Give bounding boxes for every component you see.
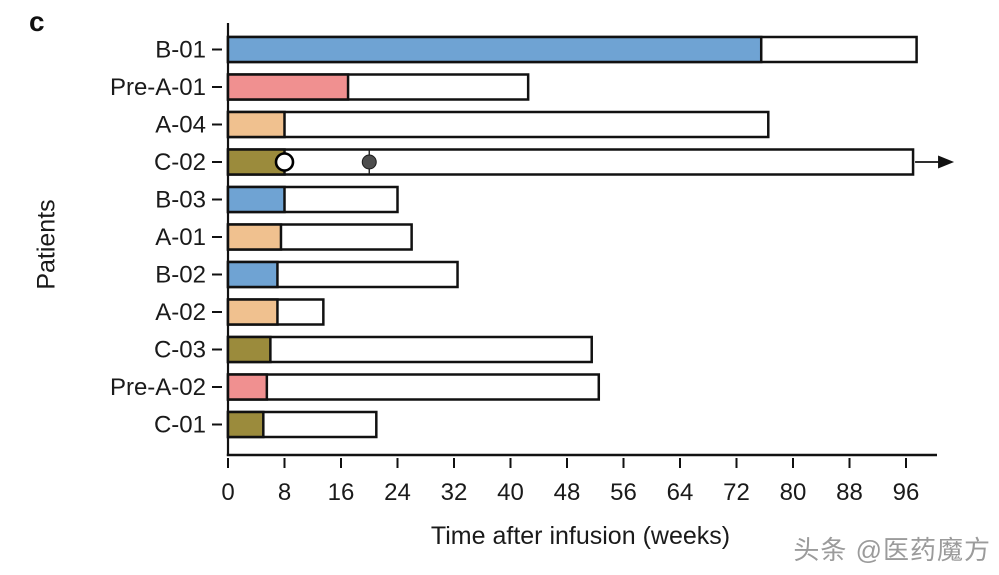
x-tick-label-72: 72 (723, 479, 750, 506)
patient-label-A-04: A-04 (155, 112, 206, 139)
bar-segment-Pre-A-02 (226, 373, 269, 401)
x-tick-label-40: 40 (497, 479, 524, 506)
x-tick-label-96: 96 (893, 479, 920, 506)
x-axis-title: Time after infusion (weeks) (430, 522, 731, 550)
x-tick-label-0: 0 (221, 479, 234, 506)
ongoing-arrow-head-C-02 (938, 155, 955, 169)
bar-total-A-04 (226, 110, 770, 139)
bar-segment-C-03 (226, 335, 272, 364)
bar-segment-B-01 (226, 35, 763, 64)
bar-segment-A-04 (226, 110, 286, 139)
patient-label-Pre-A-02: Pre-A-02 (110, 374, 206, 401)
x-tick-label-48: 48 (554, 479, 581, 506)
patient-label-C-02: C-02 (154, 149, 206, 176)
x-tick-label-64: 64 (667, 479, 694, 506)
bar-segment-C-01 (226, 410, 265, 439)
x-tick-label-80: 80 (780, 479, 807, 506)
open-circle-marker (274, 152, 295, 172)
x-tick-label-88: 88 (836, 479, 863, 506)
patient-label-C-03: C-03 (154, 337, 206, 364)
x-tick-label-8: 8 (278, 479, 291, 506)
bar-total-Pre-A-02 (226, 373, 601, 401)
filled-circle-marker (361, 154, 377, 170)
patient-label-A-02: A-02 (155, 299, 206, 326)
panel-label: c (29, 6, 45, 37)
patient-label-A-01: A-01 (155, 224, 206, 251)
patient-label-B-02: B-02 (155, 262, 206, 289)
patient-label-Pre-A-01: Pre-A-01 (110, 74, 206, 101)
patient-label-C-01: C-01 (154, 412, 206, 439)
bar-segment-B-03 (226, 185, 286, 214)
x-tick-label-32: 32 (441, 479, 468, 506)
bar-total-C-02 (226, 148, 915, 176)
x-tick-label-16: 16 (328, 479, 355, 506)
patient-label-B-01: B-01 (155, 37, 206, 64)
bar-segment-B-02 (226, 260, 279, 289)
bar-segment-A-01 (226, 223, 283, 251)
watermark: 头条 @医药魔方 (793, 535, 991, 565)
x-tick-label-56: 56 (610, 479, 637, 506)
bar-segment-A-02 (226, 298, 279, 326)
bar-total-C-03 (226, 335, 593, 364)
bar-segment-Pre-A-01 (226, 73, 350, 101)
patient-label-B-03: B-03 (155, 187, 206, 214)
x-tick-label-24: 24 (384, 479, 411, 506)
